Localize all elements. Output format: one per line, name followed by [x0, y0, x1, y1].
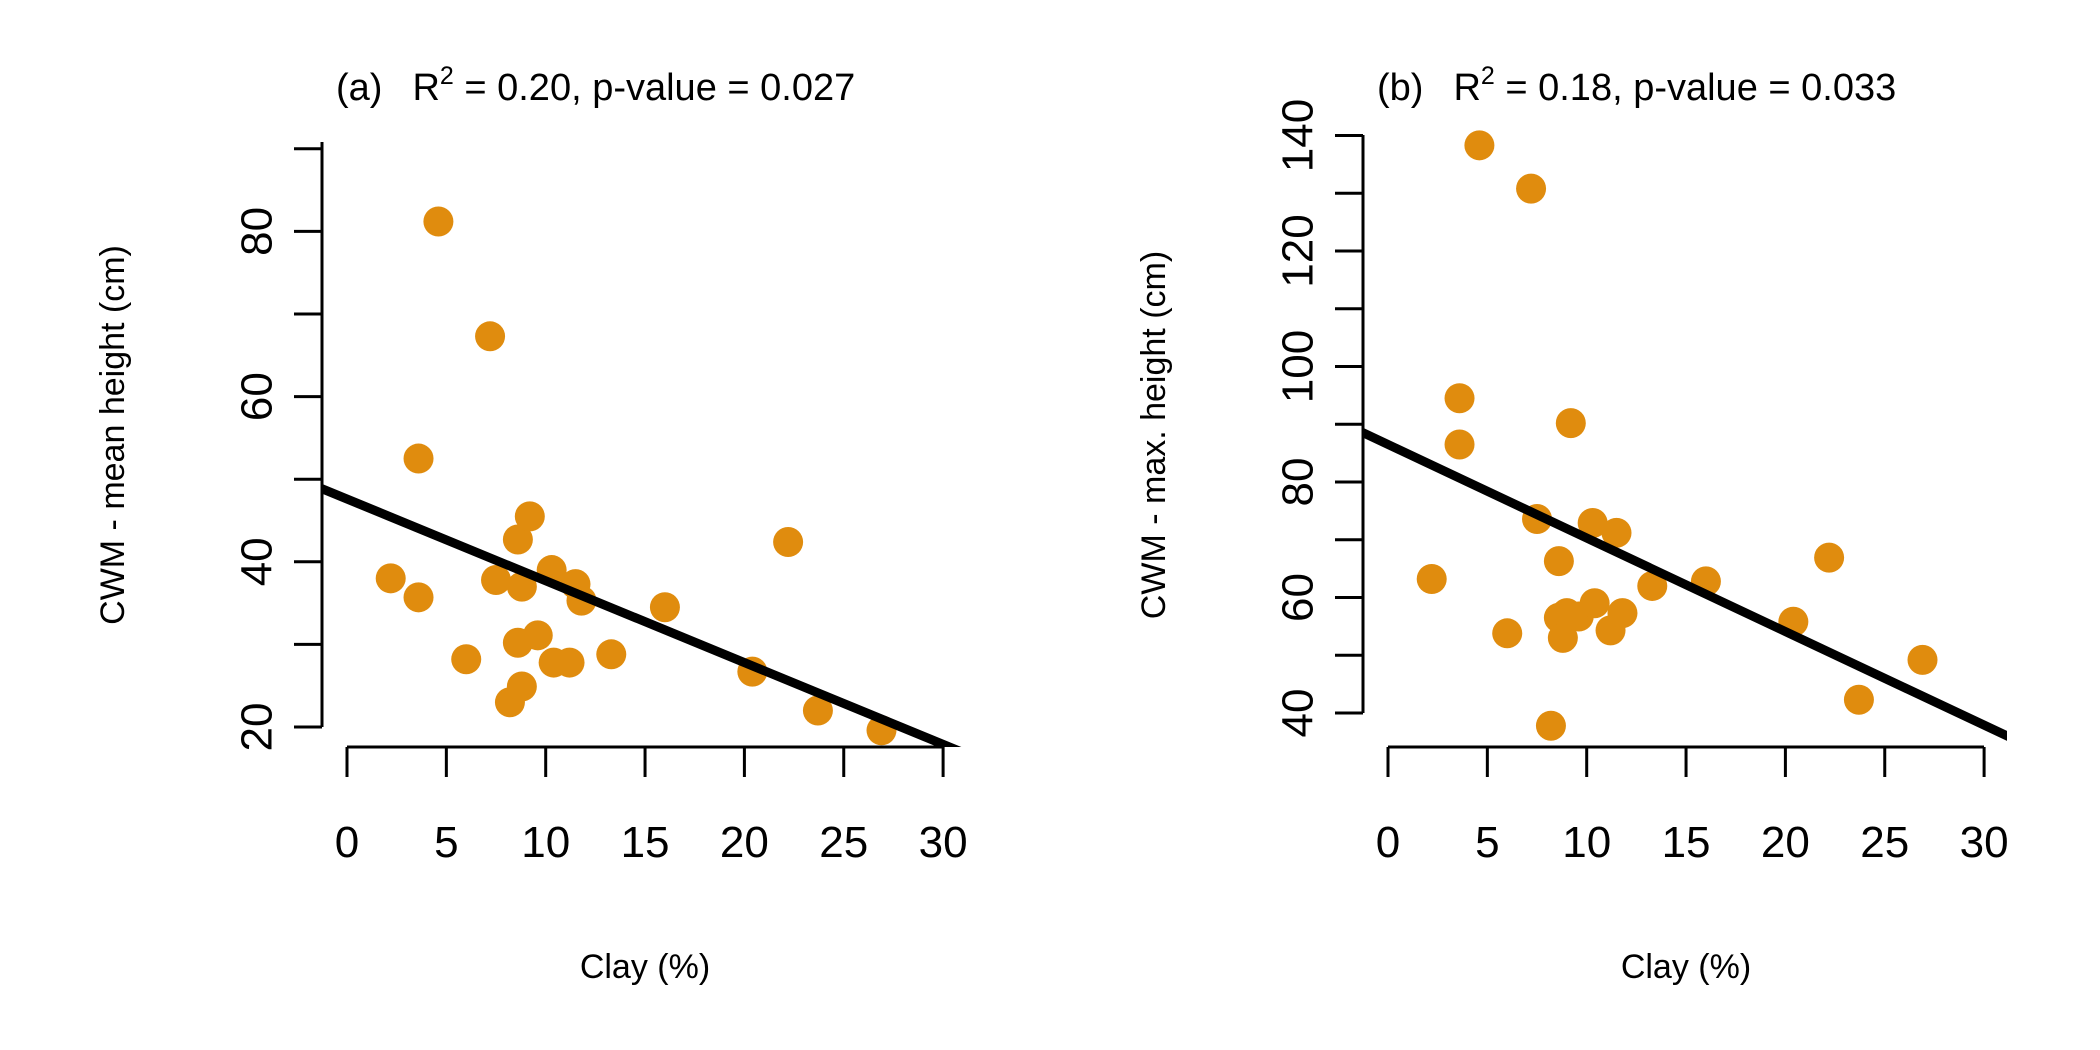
regression-line	[322, 483, 962, 747]
y-axis-title: CWM - mean height (cm)	[94, 245, 132, 625]
data-point	[802, 695, 833, 726]
panel-label: (b)	[1377, 67, 1423, 109]
title-superscript: 2	[1481, 62, 1495, 90]
x-tick-label: 0	[335, 818, 359, 867]
data-point	[514, 501, 545, 532]
x-tick-label: 10	[1562, 818, 1611, 867]
y-tick-label: 100	[1274, 330, 1323, 403]
data-point	[1492, 618, 1523, 649]
x-tick-label: 0	[1376, 818, 1400, 867]
x-axis-title: Clay (%)	[1621, 948, 1751, 986]
y-axis-title: CWM - max. height (cm)	[1135, 251, 1173, 619]
panel-a: (a) R2 = 0.20, p-value = 0.027 20 40 60 80 0 5 1…	[94, 62, 968, 986]
data-point	[1444, 429, 1475, 460]
data-point	[1579, 588, 1610, 619]
data-point	[1601, 517, 1632, 548]
x-tick-label: 25	[819, 818, 868, 867]
data-point	[1555, 408, 1586, 439]
y-tick-label: 40	[1274, 689, 1323, 738]
data-point	[481, 564, 512, 595]
y-tick-label: 20	[233, 703, 282, 752]
data-point	[1464, 130, 1495, 161]
y-tick-label: 140	[1274, 99, 1323, 172]
data-point	[403, 582, 434, 613]
x-tick-label: 5	[1475, 818, 1499, 867]
title-r: R	[1453, 67, 1480, 109]
data-point	[1607, 598, 1638, 629]
data-point	[596, 639, 627, 670]
title-r: R	[412, 67, 439, 109]
x-tick-label: 30	[1960, 818, 2009, 867]
x-axis-title: Clay (%)	[580, 948, 710, 986]
y-tick-label: 60	[1274, 573, 1323, 622]
data-point	[1577, 508, 1608, 539]
data-point	[502, 524, 533, 555]
x-tick-label: 15	[621, 818, 670, 867]
x-tick-label: 15	[1662, 818, 1711, 867]
data-point	[522, 620, 553, 651]
data-point	[1416, 564, 1447, 595]
title-stats: = 0.20, p-value = 0.027	[454, 67, 855, 109]
data-point	[1535, 710, 1566, 741]
x-tick-label: 5	[434, 818, 458, 867]
y-tick-label: 60	[233, 372, 282, 421]
data-point	[403, 443, 434, 474]
regression-line	[1363, 427, 2007, 741]
panel-label: (a)	[336, 67, 382, 109]
data-point	[451, 644, 482, 675]
y-tick-label: 80	[1274, 458, 1323, 507]
y-tick-label: 120	[1274, 214, 1323, 287]
x-tick-label: 25	[1860, 818, 1909, 867]
data-point	[423, 206, 454, 237]
data-point	[506, 571, 537, 602]
data-point	[554, 647, 585, 678]
chart-title: (b) R2 = 0.18, p-value = 0.033	[1377, 62, 1896, 109]
panel-b: (b) R2 = 0.18, p-value = 0.03340608010012…	[1135, 62, 2009, 986]
title-superscript: 2	[440, 62, 454, 90]
data-point	[1516, 173, 1547, 204]
data-point	[649, 592, 680, 623]
chart-title: (a) R2 = 0.20, p-value = 0.027	[336, 62, 855, 109]
x-tick-label: 30	[919, 818, 968, 867]
data-point	[1543, 546, 1574, 577]
data-point	[1843, 684, 1874, 715]
y-tick-label: 80	[233, 207, 282, 256]
data-point	[1907, 644, 1938, 675]
data-point	[773, 526, 804, 557]
x-tick-label: 20	[720, 818, 769, 867]
data-point	[506, 671, 537, 702]
x-tick-label: 20	[1761, 818, 1810, 867]
data-point	[1637, 570, 1668, 601]
title-stats: = 0.18, p-value = 0.033	[1495, 67, 1896, 109]
data-point	[475, 321, 506, 352]
x-tick-label: 10	[521, 818, 570, 867]
data-point	[1814, 542, 1845, 573]
data-point	[1444, 383, 1475, 414]
data-point	[1547, 622, 1578, 653]
data-point	[375, 563, 406, 594]
y-tick-label: 40	[233, 537, 282, 586]
